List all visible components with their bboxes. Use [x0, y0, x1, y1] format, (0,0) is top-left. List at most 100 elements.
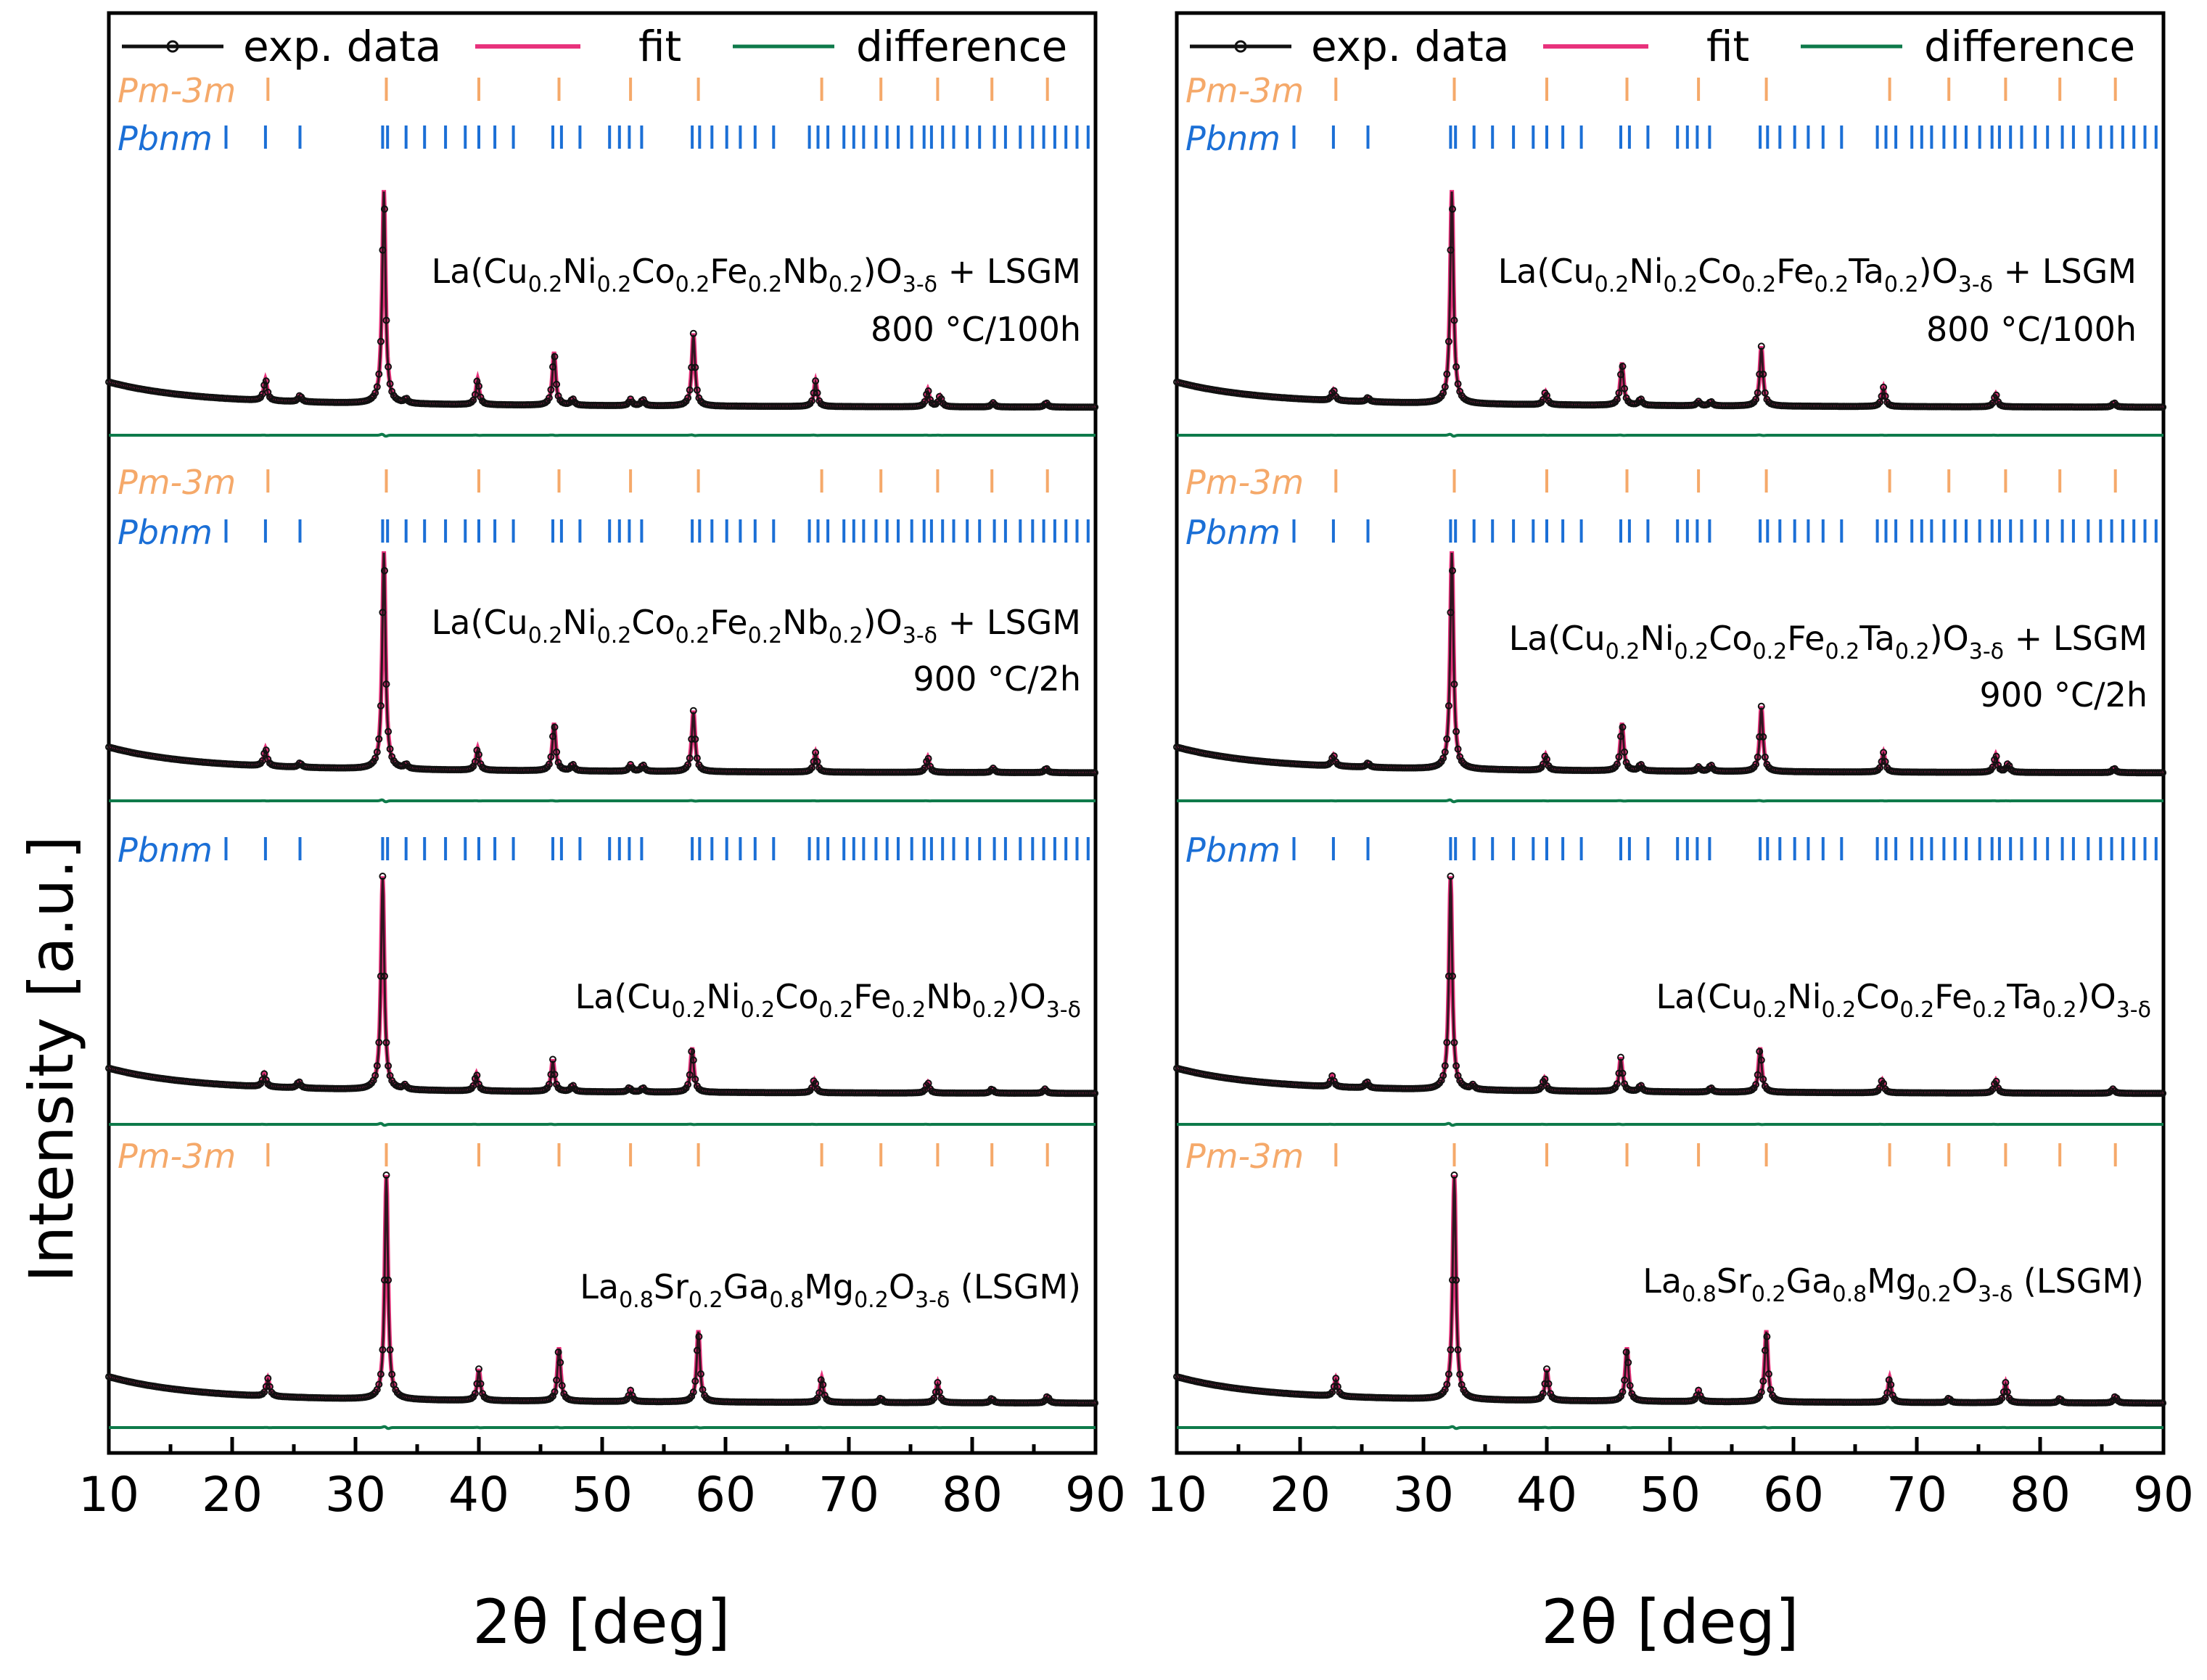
x-tick-label: 80	[2010, 1467, 2071, 1523]
x-tick-label: 80	[942, 1467, 1003, 1523]
phase-label-pm3m: Pm-3m	[1185, 71, 1304, 110]
exp-data-line	[1176, 191, 2163, 410]
sample-condition-ta-800: 800 °C/100h	[1926, 310, 2137, 349]
phase-label-pm3m: Pm-3m	[1185, 1137, 1304, 1176]
exp-data-point	[1615, 1394, 1623, 1402]
exp-data-point	[1987, 401, 1994, 409]
sample-label-ta-900: La(Cu0.2Ni0.2Co0.2Fe0.2Ta0.2)O3-δ + LSGM	[1509, 619, 2148, 664]
exp-data-point	[1436, 394, 1444, 402]
legend-diff-text: difference	[856, 22, 1067, 71]
fit-line	[1175, 551, 2163, 775]
exp-data-point	[812, 1396, 820, 1404]
difference-line	[1177, 1425, 2163, 1430]
phase-label-pm3m: Pm-3m	[1185, 463, 1304, 502]
exp-data-line	[108, 1176, 1096, 1406]
exp-data-point	[547, 1394, 555, 1402]
legend-diff-text: difference	[1924, 22, 2135, 71]
exp-data-point	[1880, 1396, 1888, 1404]
exp-data-point	[1326, 1390, 1334, 1398]
difference-line	[1177, 432, 2163, 438]
x-tick-label: 40	[1516, 1467, 1577, 1523]
x-tick-label: 40	[448, 1467, 509, 1523]
sample-label-ta-800: La(Cu0.2Ni0.2Co0.2Fe0.2Ta0.2)O3-δ + LSGM	[1498, 252, 2137, 297]
panel-nb-frame	[107, 11, 1098, 1455]
x-tick-label: 10	[78, 1467, 139, 1523]
fit-line	[1175, 189, 2163, 410]
x-tick-label: 50	[1640, 1467, 1701, 1523]
exp-data-point	[467, 398, 475, 406]
difference-line	[109, 1121, 1096, 1127]
exp-data-point	[2159, 769, 2167, 777]
exp-data-point	[1091, 403, 1099, 411]
x-tick-label: 10	[1146, 1467, 1207, 1523]
exp-data-line	[108, 552, 1096, 775]
x-tick-label: 90	[1065, 1467, 1126, 1523]
exp-data-point	[2159, 1090, 2167, 1098]
x-tick-label: 30	[325, 1467, 386, 1523]
phase-label-pm3m: Pm-3m	[118, 71, 236, 110]
exp-data-point	[368, 394, 376, 402]
exp-data-line	[1176, 1176, 2163, 1406]
sample-label-lsgm-left: La0.8Sr0.2Ga0.8Mg0.2O3-δ (LSGM)	[580, 1267, 1081, 1313]
legend-exp-text: exp. data	[243, 22, 441, 71]
exp-data-line	[1176, 552, 2163, 775]
legend-ta: exp. data fit difference	[1190, 22, 2135, 71]
sample-condition-nb-900: 900 °C/2h	[913, 659, 1081, 699]
sample-condition-nb-800: 800 °C/100h	[871, 310, 1081, 349]
sample-label-nb-pure: La(Cu0.2Ni0.2Co0.2Fe0.2Nb0.2)O3-δ	[575, 977, 1081, 1023]
phase-label-pm3m: Pm-3m	[118, 463, 236, 502]
difference-line	[1177, 1121, 2163, 1127]
sample-label-lsgm-right: La0.8Sr0.2Ga0.8Mg0.2O3-δ (LSGM)	[1643, 1261, 2144, 1307]
x-tick-label: 70	[818, 1467, 879, 1523]
exp-data-point	[1091, 769, 1099, 777]
legend-fit-text: fit	[638, 22, 681, 71]
exp-data-point	[258, 1390, 266, 1398]
x-axis-label-left: 2θ [deg]	[472, 1586, 730, 1658]
exp-data-point	[1091, 1399, 1099, 1407]
legend-exp-marker	[1234, 40, 1247, 53]
sample-label-nb-800: La(Cu0.2Ni0.2Co0.2Fe0.2Nb0.2)O3-δ + LSGM	[432, 252, 1081, 297]
phase-label-pbnm: Pbnm	[1185, 513, 1281, 552]
exp-data-point	[1987, 1087, 1994, 1095]
x-tick-label: 30	[1393, 1467, 1454, 1523]
x-tick-label: 60	[1763, 1467, 1824, 1523]
y-axis-label: Intensity [a.u.]	[16, 836, 87, 1282]
x-tick-label: 70	[1886, 1467, 1947, 1523]
phase-label-pbnm: Pbnm	[118, 831, 213, 870]
legend-nb: exp. data fit difference	[122, 22, 1067, 71]
exp-data-point	[2159, 1399, 2167, 1407]
exp-data-point	[1535, 1085, 1543, 1093]
phase-label-pbnm: Pbnm	[1185, 119, 1281, 158]
x-tick-label: 20	[202, 1467, 263, 1523]
exp-data-point	[2159, 403, 2167, 411]
x-tick-label: 90	[2133, 1467, 2194, 1523]
sample-label-ta-pure: La(Cu0.2Ni0.2Co0.2Fe0.2Ta0.2)O3-δ	[1656, 977, 2151, 1023]
sample-condition-ta-900: 900 °C/2h	[1980, 675, 2148, 715]
exp-data-line	[108, 877, 1096, 1096]
phase-label-pbnm: Pbnm	[1185, 831, 1281, 870]
x-axis-label-right: 2θ [deg]	[1541, 1586, 1799, 1658]
panel-nb: exp. data fit difference 10 20 30 40 50 60 70 8…	[78, 11, 1126, 1523]
exp-data-point	[368, 759, 376, 767]
legend-exp-marker	[166, 40, 179, 53]
exp-data-point	[1091, 1090, 1099, 1098]
fit-line	[108, 189, 1096, 410]
sample-label-nb-900: La(Cu0.2Ni0.2Co0.2Fe0.2Nb0.2)O3-δ + LSGM	[432, 603, 1081, 648]
legend-exp-text: exp. data	[1311, 22, 1509, 71]
exp-data-line	[1176, 877, 2163, 1096]
difference-line	[109, 798, 1096, 804]
x-tick-label: 50	[572, 1467, 633, 1523]
phase-label-pbnm: Pbnm	[118, 513, 213, 552]
x-tick-label: 20	[1270, 1467, 1331, 1523]
difference-line	[109, 1425, 1096, 1430]
x-tick-label: 60	[695, 1467, 756, 1523]
difference-line	[1177, 798, 2163, 804]
phase-label-pm3m: Pm-3m	[118, 1137, 236, 1176]
panel-ta: exp. data fit difference 10 20 30 40 50 60 70 8…	[1146, 11, 2194, 1523]
phase-label-pbnm: Pbnm	[118, 119, 213, 158]
exp-data-line	[108, 191, 1096, 410]
legend-fit-text: fit	[1706, 22, 1749, 71]
difference-line	[109, 432, 1096, 438]
panel-ta-frame	[1175, 11, 2166, 1455]
